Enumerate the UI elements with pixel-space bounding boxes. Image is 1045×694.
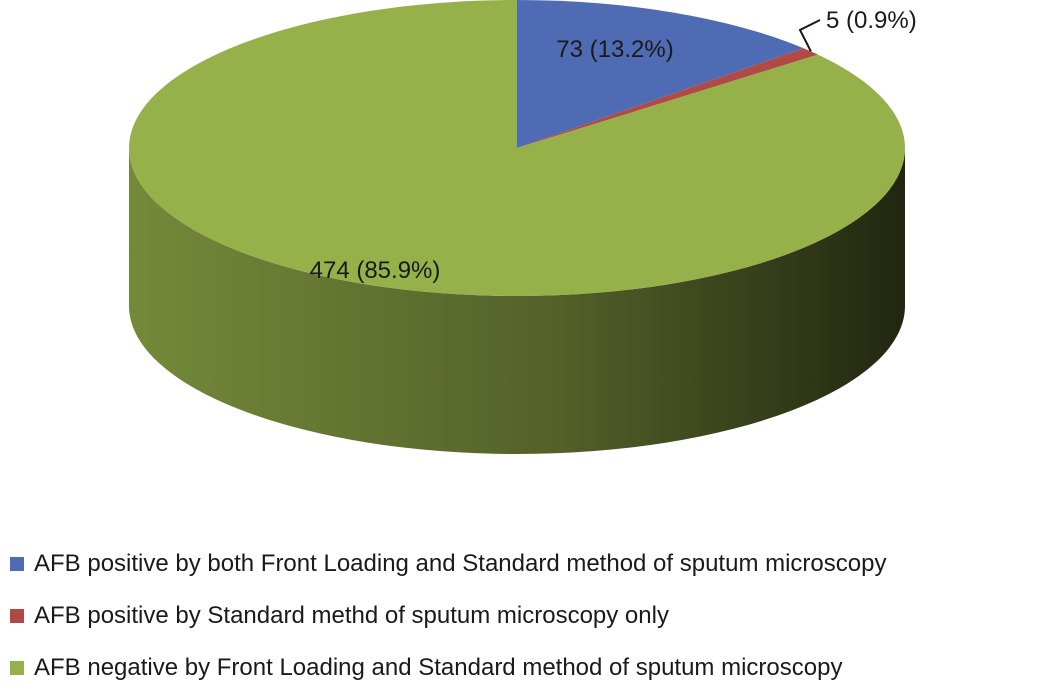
data-label: 73 (13.2%) [556, 36, 673, 63]
pie-slice [517, 0, 804, 148]
legend-label: AFB positive by Standard methd of sputum… [34, 602, 669, 629]
legend-item: AFB positive by Standard methd of sputum… [10, 590, 1040, 642]
legend-label: AFB positive by both Front Loading and S… [34, 550, 887, 577]
legend-swatch [10, 557, 24, 571]
legend-swatch [10, 609, 24, 623]
pie-slice [517, 48, 818, 148]
legend-item: AFB negative by Front Loading and Standa… [10, 642, 1040, 694]
pie-chart-svg: 73 (13.2%) 5 (0.9%) 474 (85.9%) [128, 0, 917, 454]
pie-chart: 73 (13.2%) 5 (0.9%) 474 (85.9%) [128, 0, 917, 454]
legend-item: AFB positive by both Front Loading and S… [10, 538, 1040, 590]
legend-label: AFB negative by Front Loading and Standa… [34, 654, 843, 681]
legend-swatch [10, 661, 24, 675]
pie-slice-side [129, 148, 905, 454]
leader-line [798, 19, 821, 52]
legend: AFB positive by both Front Loading and S… [10, 538, 1040, 694]
pie-slice [128, 0, 905, 297]
data-label: 5 (0.9%) [826, 7, 917, 34]
data-label: 474 (85.9%) [310, 257, 441, 284]
